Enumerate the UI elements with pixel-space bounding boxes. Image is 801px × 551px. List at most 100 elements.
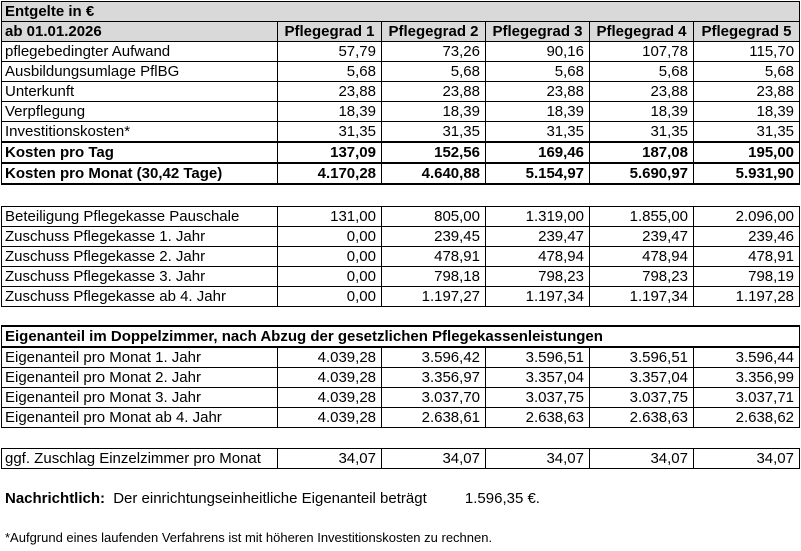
cell-value: 3.596,51 [485,346,590,368]
table-row: Zuschuss Pflegekasse 1. Jahr 0,00 239,45 23… [1,226,800,247]
cell-value: 34,07 [277,448,382,469]
cell-value: 31,35 [692,121,801,143]
cell-value: 34,07 [693,448,800,469]
cell-value: 23,88 [485,81,590,102]
cell-value: 18,39 [277,101,382,122]
cell-value: 3.037,70 [381,387,486,408]
cell-value: 478,91 [693,246,800,267]
cell-value: 169,46 [485,141,590,164]
table-row: Unterkunft 23,88 23,88 23,88 23,88 23,88 [1,81,801,102]
cell-value: 4.039,28 [277,346,382,368]
cell-value: 3.357,04 [485,367,590,388]
cell-value: 23,88 [277,81,382,102]
cell-value: 798,18 [381,266,486,287]
cell-value: 1.197,34 [589,286,694,307]
cell-value: 1.197,27 [381,286,486,307]
row-label: Unterkunft [1,81,278,102]
eigenanteil-header-row: Eigenanteil im Doppelzimmer, nach Abzug … [1,325,800,348]
cell-value: 4.039,28 [277,367,382,388]
cell-value: 34,07 [589,448,694,469]
row-label: Eigenanteil pro Monat ab 4. Jahr [1,407,278,428]
cell-value: 34,07 [381,448,486,469]
cell-value: 23,88 [692,81,801,102]
column-header: Pflegegrad 4 [589,21,694,42]
table-row: Eigenanteil pro Monat ab 4. Jahr 4.039,28… [1,407,800,428]
cell-value: 3.596,42 [381,346,486,368]
cell-value: 478,94 [485,246,590,267]
cell-value: 5,68 [589,61,694,82]
cell-value: 73,26 [381,41,486,62]
row-label: Zuschuss Pflegekasse 3. Jahr [1,266,278,287]
title-row: Entgelte in € [0,1,801,22]
cell-value: 239,46 [693,226,800,247]
cell-value: 4.039,28 [277,407,382,428]
cost-table: Entgelte in € ab 01.01.2026 Pflegegrad 1… [0,1,801,185]
cell-value: 798,19 [693,266,800,287]
cell-value: 1.855,00 [589,206,694,227]
cost-per-day-row: Kosten pro Tag 137,09 152,56 169,46 187,… [1,141,801,164]
cell-value: 107,78 [589,41,694,62]
cell-value: 3.356,97 [381,367,486,388]
table-row: Ausbildungsumlage PflBG 5,68 5,68 5,68 5,68 5… [1,61,801,82]
cell-value: 5,68 [692,61,801,82]
cell-value: 239,45 [381,226,486,247]
column-header: Pflegegrad 1 [277,21,382,42]
cell-value: 3.596,44 [693,346,800,368]
cell-value: 5,68 [381,61,486,82]
note-text: Der einrichtungseinheitliche Eigenanteil… [113,490,427,507]
cell-value: 131,00 [277,206,382,227]
cell-value: 2.638,63 [485,407,590,428]
cell-value: 115,70 [692,41,801,62]
table-row: Zuschuss Pflegekasse ab 4. Jahr 0,00 1.197… [1,286,800,307]
table-row: Eigenanteil pro Monat 1. Jahr 4.039,28 3.5… [1,346,800,368]
cell-value: 3.596,51 [589,346,694,368]
table-row: Beteiligung Pflegekasse Pauschale 131,00 8… [1,206,800,227]
cell-value: 18,39 [692,101,801,122]
cell-value: 23,88 [589,81,694,102]
cell-value: 3.357,04 [589,367,694,388]
cell-value: 3.037,75 [485,387,590,408]
cell-value: 2.638,62 [693,407,800,428]
cell-value: 5.931,90 [692,162,801,185]
cell-value: 31,35 [381,121,486,143]
note-value: 1.596,35 €. [464,490,540,507]
header-row: ab 01.01.2026 Pflegegrad 1 Pflegegrad 2 … [1,21,801,42]
cell-value: 23,88 [381,81,486,102]
cell-value: 4.039,28 [277,387,382,408]
cell-value: 187,08 [589,141,694,164]
cell-value: 2.638,61 [381,407,486,428]
column-header: Pflegegrad 3 [485,21,590,42]
cell-value: 4.170,28 [277,162,382,185]
row-label: Verpflegung [1,101,278,122]
cell-value: 195,00 [692,141,801,164]
benefits-table: Beteiligung Pflegekasse Pauschale 131,00 8… [1,206,800,307]
cell-value: 18,39 [381,101,486,122]
note-label: Nachrichtlich: [5,490,106,507]
row-label: Eigenanteil pro Monat 3. Jahr [1,387,278,408]
footnote: *Aufgrund eines laufenden Verfahrens ist… [5,530,493,545]
cell-value: 239,47 [589,226,694,247]
cell-value: 57,79 [277,41,382,62]
table-row: Zuschuss Pflegekasse 2. Jahr 0,00 478,91 47… [1,246,800,267]
cell-value: 805,00 [381,206,486,227]
cell-value: 1.197,34 [485,286,590,307]
cell-value: 4.640,88 [381,162,486,185]
cost-per-month-row: Kosten pro Monat (30,42 Tage) 4.170,28 4… [1,162,801,185]
row-label: Ausbildungsumlage PflBG [1,61,278,82]
cell-value: 3.356,99 [693,367,800,388]
eigenanteil-header: Eigenanteil im Doppelzimmer, nach Abzug … [1,325,800,348]
row-label: Zuschuss Pflegekasse 2. Jahr [1,246,278,267]
cell-value: 34,07 [485,448,590,469]
row-label: Eigenanteil pro Monat 2. Jahr [1,367,278,388]
cell-value: 1.197,28 [693,286,800,307]
cell-value: 152,56 [381,141,486,164]
cell-value: 137,09 [277,141,382,164]
cell-value: 239,47 [485,226,590,247]
row-label: Zuschuss Pflegekasse ab 4. Jahr [1,286,278,307]
cell-value: 31,35 [277,121,382,143]
info-note: Nachrichtlich: Der einrichtungseinheitli… [5,490,540,507]
cell-value: 3.037,71 [693,387,800,408]
cell-value: 798,23 [485,266,590,287]
cell-value: 478,91 [381,246,486,267]
table-title: Entgelte in € [0,1,801,22]
